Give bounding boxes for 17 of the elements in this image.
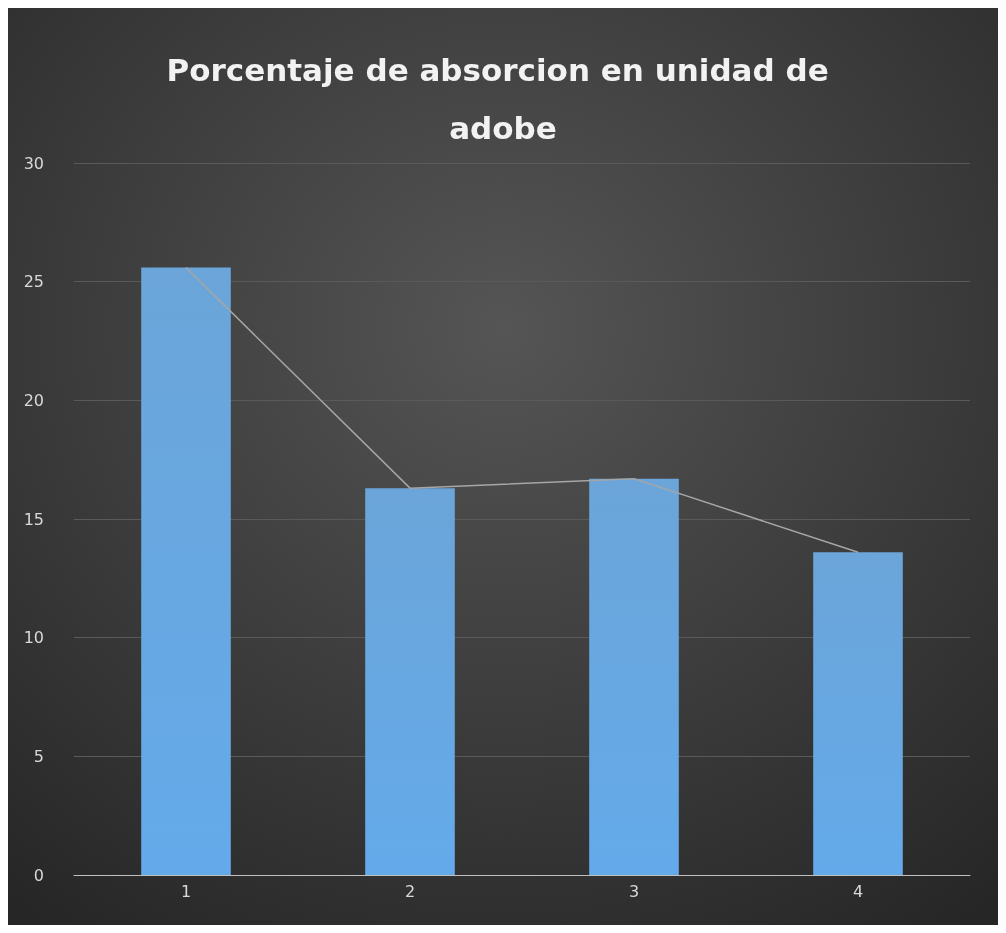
line-series (185, 266, 859, 553)
bar (365, 488, 455, 875)
y-tick-label: 15 (23, 509, 44, 529)
y-tick-label: 0 (33, 865, 44, 885)
y-tick-label: 25 (23, 272, 44, 292)
y-tick-label: 20 (23, 390, 44, 410)
y-tick-label: 10 (23, 628, 44, 648)
chart-title: Porcentaje de absorcion en unidad de adobe (166, 52, 840, 146)
x-tick-label: 1 (180, 881, 192, 901)
bar (141, 267, 231, 875)
x-tick-label: 4 (852, 881, 864, 901)
y-tick-label: 5 (33, 746, 44, 766)
bar (813, 552, 903, 875)
x-tick-label: 2 (404, 881, 416, 901)
bar (589, 478, 679, 875)
x-tick-label: 3 (628, 881, 640, 901)
y-tick-label: 30 (23, 153, 44, 173)
